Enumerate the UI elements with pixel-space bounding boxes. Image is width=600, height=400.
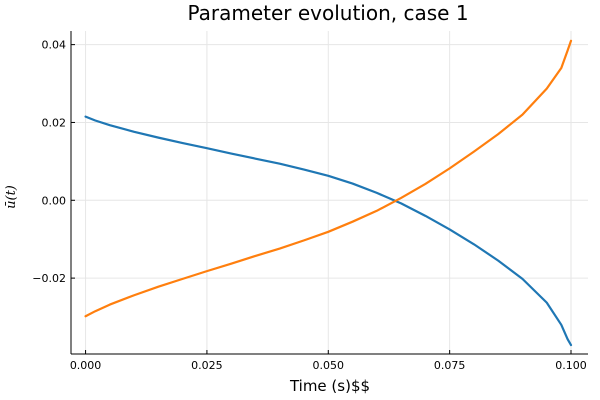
series-line-2: [84, 39, 573, 318]
y-tick-label: 0.02: [42, 116, 67, 129]
x-tick-label: 0.050: [313, 359, 345, 372]
x-tick-label: 0.100: [555, 359, 587, 372]
y-tick-label: 0.00: [42, 194, 67, 207]
x-axis-label: Time (s)$$: [289, 377, 370, 395]
axis-layer: [70, 31, 588, 355]
series-layer: [84, 39, 573, 347]
y-tick-label: −0.02: [32, 272, 66, 285]
series-line-1: [84, 115, 573, 347]
tick-layer: 0.000 0.025 0.050 0.075 0.100 −0.02 0.00 0.02 0.…: [32, 39, 586, 372]
y-tick-label: 0.04: [42, 39, 67, 52]
chart-title: Parameter evolution, case 1: [187, 1, 468, 25]
grid-layer: [71, 31, 588, 354]
y-axis-label: ū(t): [4, 185, 19, 209]
x-tick-label: 0.000: [70, 359, 102, 372]
x-tick-label: 0.025: [191, 359, 223, 372]
x-tick-label: 0.075: [434, 359, 466, 372]
